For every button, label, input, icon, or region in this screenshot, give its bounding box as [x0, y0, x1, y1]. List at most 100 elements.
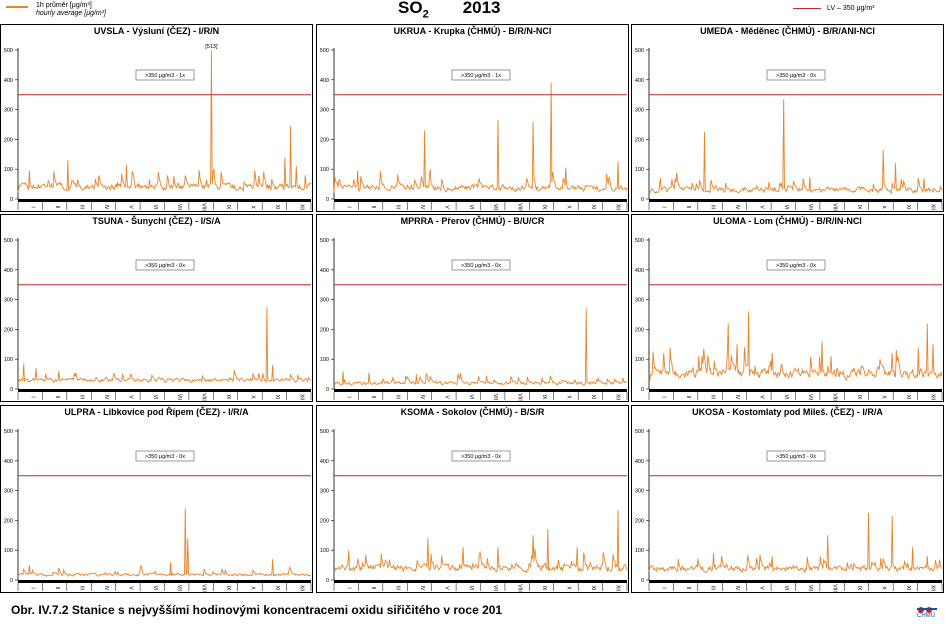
y-tick-label: 400 [635, 268, 644, 274]
month-label: XII [929, 204, 935, 210]
month-label: I [30, 587, 36, 588]
month-label: I [661, 206, 667, 207]
y-tick-label: 400 [4, 459, 13, 465]
month-label: IV [103, 395, 109, 400]
chart-title: UKRUA - Krupka (ČHMÚ) - B/R/N-NCI [394, 25, 552, 36]
month-label: III [710, 395, 716, 399]
y-tick-label: 300 [4, 298, 13, 304]
month-label: X [249, 395, 255, 399]
legend-hourly-label-en: hourly average [μg/m³] [36, 10, 106, 17]
hourly-series-line [333, 509, 628, 574]
month-label: VIII [832, 393, 838, 401]
chart-title: TSUNA - Šunychl (ČEZ) - I/S/A [92, 215, 221, 226]
y-tick-label: 0 [326, 387, 329, 393]
y-tick-label: 500 [635, 48, 644, 54]
month-label: IV [419, 395, 425, 400]
y-tick-label: 200 [635, 137, 644, 143]
month-label: II [370, 206, 376, 209]
month-label: VI [152, 586, 158, 591]
y-tick-label: 500 [635, 238, 644, 244]
chart-title: UKOSA - Kostomlaty pod Mileš. (ČEZ) - I/… [692, 406, 883, 417]
annotation-box [135, 69, 195, 81]
hourly-series-line [333, 82, 628, 193]
month-label: VI [468, 395, 474, 400]
y-tick-label: 400 [4, 268, 13, 274]
month-label: V [127, 395, 133, 399]
month-label: IV [419, 205, 425, 210]
month-label: X [880, 205, 886, 209]
y-tick-label: 500 [635, 429, 644, 435]
month-label: III [79, 205, 85, 209]
x-axis-band [334, 389, 627, 392]
x-axis-band [649, 580, 942, 583]
month-label: VII [807, 585, 813, 591]
month-label: XI [590, 395, 596, 400]
panel-border [631, 24, 944, 212]
month-label: X [565, 395, 571, 399]
panel-border [316, 214, 629, 402]
y-tick-label: 300 [320, 489, 329, 495]
y-tick-label: 400 [320, 459, 329, 465]
y-tick-label: 100 [320, 167, 329, 173]
month-label: IV [103, 205, 109, 210]
y-tick-label: 0 [641, 387, 644, 393]
y-tick-label: 500 [320, 48, 329, 54]
y-tick-label: 0 [326, 197, 329, 203]
annotation-label: >350 μg/m3 - 0x [145, 454, 185, 460]
legend-limit-value: LV – 350 μg/m³ [793, 5, 874, 12]
month-label: V [443, 586, 449, 590]
month-label: III [710, 586, 716, 590]
month-label: VI [783, 205, 789, 210]
month-label: I [30, 396, 36, 397]
y-tick-label: 100 [320, 548, 329, 554]
y-tick-label: 500 [4, 48, 13, 54]
month-label: VI [468, 586, 474, 591]
month-label: X [565, 586, 571, 590]
month-label: VII [176, 394, 182, 400]
month-label: VIII [201, 203, 207, 211]
month-label: IX [856, 586, 862, 591]
chart-panel: MPRRA - Přerov (ČHMÚ) - B/U/CR 0 100 200 300… [316, 214, 629, 402]
y-tick-label: 400 [635, 78, 644, 84]
y-tick-label: 300 [635, 108, 644, 114]
chart-title: UMEDA - Měděnec (ČHMÚ) - B/R/ANI-NCI [700, 25, 875, 36]
month-label: IV [734, 395, 740, 400]
y-tick-label: 300 [4, 108, 13, 114]
hourly-series-line [17, 307, 312, 384]
y-tick-label: 100 [635, 167, 644, 173]
y-tick-label: 500 [4, 238, 13, 244]
y-tick-label: 300 [4, 489, 13, 495]
hourly-series-line [648, 512, 943, 574]
month-label: II [685, 396, 691, 399]
month-label: VII [176, 585, 182, 591]
month-label: VI [152, 205, 158, 210]
chart-panel: UKOSA - Kostomlaty pod Mileš. (ČEZ) - I/… [631, 405, 944, 593]
x-axis-band [649, 199, 942, 202]
y-tick-label: 100 [635, 548, 644, 554]
chart-title: UVSLA - Výsluní (ČEZ) - I/R/N [94, 25, 219, 36]
month-label: IX [225, 395, 231, 400]
legend-limit-swatch [793, 7, 821, 9]
chart-panel: UMEDA - Měděnec (ČHMÚ) - B/R/ANI-NCI 0 100… [631, 24, 944, 212]
y-tick-label: 500 [4, 429, 13, 435]
chart-panel: ULPRA - Libkovice pod Řípem (ČEZ) - I/R/… [0, 405, 313, 593]
annotation-label: >350 μg/m3 - 0x [461, 454, 501, 460]
month-label: IX [541, 205, 547, 210]
logo-wave [917, 608, 937, 614]
month-label: III [710, 205, 716, 209]
legend-hourly-label-cz: 1h průměr [μg/m³] [36, 2, 92, 9]
y-tick-label: 200 [320, 327, 329, 333]
chart-panel: TSUNA - Šunychl (ČEZ) - I/S/A 0 100 200 300 4… [0, 214, 313, 402]
logo-text: ČHMÚ [917, 613, 935, 619]
y-tick-label: 500 [320, 238, 329, 244]
month-label: VII [492, 204, 498, 210]
y-tick-label: 100 [320, 357, 329, 363]
month-label: VIII [517, 393, 523, 401]
chart-panel: UKRUA - Krupka (ČHMÚ) - B/R/N-NCI 0 100 200… [316, 24, 629, 212]
hourly-series-line [17, 49, 312, 193]
annotation-label: >350 μg/m3 - 0x [776, 73, 816, 79]
annotation-box [451, 259, 511, 271]
month-label: I [346, 587, 352, 588]
month-label: XII [298, 204, 304, 210]
figure-caption: Obr. IV.7.2 Stanice s nejvyššími hodinov… [11, 603, 503, 617]
